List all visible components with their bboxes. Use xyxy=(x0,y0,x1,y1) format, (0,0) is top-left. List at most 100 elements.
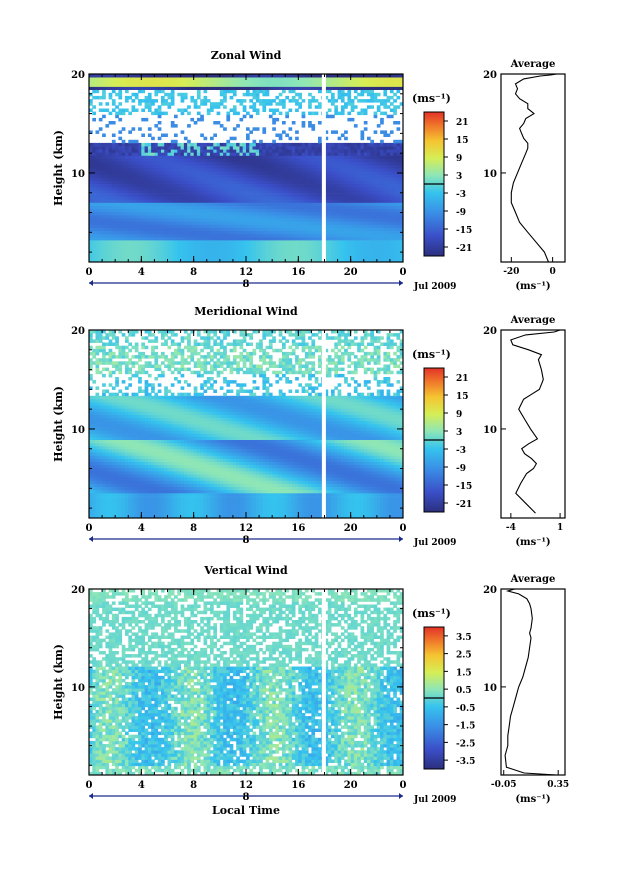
heatmap-cell xyxy=(295,136,299,141)
heatmap-cell xyxy=(347,193,352,197)
heatmap-cell xyxy=(298,95,302,100)
heatmap-cell xyxy=(340,215,345,219)
heatmap-cell xyxy=(121,171,126,175)
date-label: 8 xyxy=(243,279,250,290)
heatmap-cell xyxy=(252,161,257,166)
heatmap-cell xyxy=(373,130,378,134)
heatmap-cell xyxy=(242,161,247,166)
heatmap-cell xyxy=(318,86,322,90)
heatmap-cell xyxy=(193,193,198,197)
heatmap-cell xyxy=(236,196,240,200)
heatmap-cell xyxy=(327,240,332,244)
heatmap-cell xyxy=(154,99,159,103)
heatmap-cell xyxy=(376,240,381,244)
heatmap-cell xyxy=(102,196,106,200)
heatmap-cell xyxy=(102,236,106,241)
heatmap-cell xyxy=(399,180,404,184)
heatmap-cell xyxy=(92,486,96,491)
heatmap-cell xyxy=(95,398,100,403)
heatmap-cell xyxy=(134,164,139,169)
heatmap-cell xyxy=(203,186,208,191)
heatmap-cell xyxy=(102,499,106,503)
heatmap-cell xyxy=(190,155,195,159)
heatmap-cell xyxy=(255,243,260,247)
heatmap-cell xyxy=(324,83,329,87)
heatmap-cell xyxy=(89,424,93,428)
heatmap-cell xyxy=(164,249,168,253)
heatmap-cell xyxy=(151,164,155,169)
heatmap-cell xyxy=(295,102,299,106)
x-tick-label: 0 xyxy=(400,267,407,278)
heatmap-cell xyxy=(350,77,355,81)
heatmap-cell xyxy=(357,202,361,206)
heatmap-cell xyxy=(262,130,267,134)
heatmap-cell xyxy=(141,174,145,178)
heatmap-cell xyxy=(334,218,338,222)
heatmap-cell xyxy=(376,205,381,210)
heatmap-cell xyxy=(239,77,244,81)
heatmap-cell xyxy=(318,139,322,144)
heatmap-cell xyxy=(389,80,394,84)
heatmap-cell xyxy=(98,477,103,481)
heatmap-cell xyxy=(252,186,257,191)
heatmap-cell xyxy=(370,168,374,172)
heatmap-cell xyxy=(236,205,240,210)
heatmap-cell xyxy=(190,240,195,244)
heatmap-cell xyxy=(164,146,168,150)
heatmap-cell xyxy=(291,236,296,241)
heatmap-cell xyxy=(298,255,302,260)
heatmap-cell xyxy=(386,164,391,169)
heatmap-cell xyxy=(249,205,253,210)
heatmap-cell xyxy=(170,164,175,169)
heatmap-cell xyxy=(95,186,100,191)
heatmap-cell xyxy=(108,83,113,87)
heatmap-cell xyxy=(98,411,103,415)
colorbar-tick-label: 15 xyxy=(456,136,469,146)
heatmap-cell xyxy=(138,171,142,175)
heatmap-cell xyxy=(229,161,234,166)
heatmap-cell xyxy=(236,249,240,253)
heatmap-cell xyxy=(255,252,260,257)
heatmap-cell xyxy=(229,77,234,81)
heatmap-cell xyxy=(216,180,221,184)
heatmap-cell xyxy=(331,146,335,150)
heatmap-cell xyxy=(226,152,231,156)
heatmap-cell xyxy=(141,86,145,90)
heatmap-cell xyxy=(308,168,312,172)
heatmap-cell xyxy=(98,183,103,188)
heatmap-cell xyxy=(344,183,348,188)
heatmap-cell xyxy=(383,177,388,181)
heatmap-cell xyxy=(363,255,368,260)
heatmap-cell xyxy=(298,180,302,184)
heatmap-cell xyxy=(154,83,159,87)
heatmap-cell xyxy=(360,189,365,194)
heatmap-cell xyxy=(187,227,191,231)
x-tick-label: 8 xyxy=(190,267,197,278)
heatmap-cell xyxy=(134,230,139,235)
heatmap-cell xyxy=(193,186,198,191)
heatmap-cell xyxy=(373,149,378,153)
heatmap-cell xyxy=(98,499,103,503)
heatmap-cell xyxy=(275,189,280,194)
heatmap-cell xyxy=(304,240,309,244)
heatmap-cell xyxy=(232,111,237,116)
heatmap-cell xyxy=(308,86,312,90)
heatmap-cell xyxy=(298,224,302,228)
heatmap-cell xyxy=(229,196,234,200)
heatmap-cell xyxy=(89,174,93,178)
heatmap-cell xyxy=(144,105,149,109)
heatmap-cell xyxy=(89,480,93,484)
heatmap-cell xyxy=(219,183,224,188)
heatmap-cell xyxy=(95,477,100,481)
heatmap-cell xyxy=(89,258,93,263)
heatmap-cell xyxy=(298,246,302,250)
heatmap-cell xyxy=(170,146,175,150)
heatmap-cell xyxy=(187,189,191,194)
heatmap-cell xyxy=(360,193,365,197)
heatmap-cell xyxy=(265,258,270,263)
heatmap-cell xyxy=(138,89,142,94)
heatmap-cell xyxy=(118,174,123,178)
heatmap-cell xyxy=(268,155,273,159)
heatmap-cell xyxy=(314,227,319,231)
heatmap-cell xyxy=(376,193,381,197)
